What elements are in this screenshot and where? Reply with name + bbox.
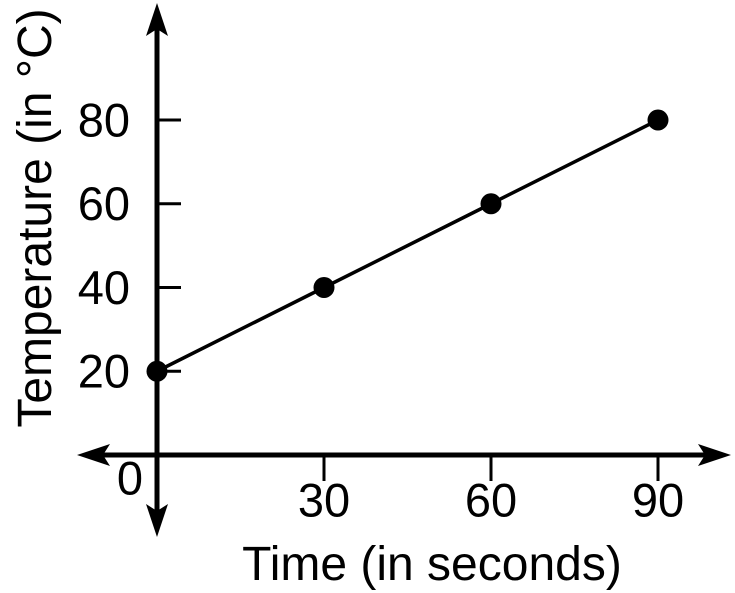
x-tick-label: 90 — [632, 473, 684, 526]
y-tick-label: 80 — [78, 93, 130, 146]
y-tick-label: 40 — [78, 261, 130, 314]
data-point — [480, 193, 502, 215]
x-axis-right-arrow-icon — [698, 444, 731, 466]
origin-label: 0 — [117, 451, 143, 504]
data-line — [156, 118, 659, 373]
x-tick-label: 60 — [465, 473, 517, 526]
tick-labels: 20 40 60 80 0 30 60 90 — [78, 93, 684, 526]
data-point — [313, 277, 335, 298]
x-tick-label: 30 — [298, 473, 350, 526]
y-tick-label: 60 — [78, 177, 130, 230]
axis-ticks — [157, 118, 660, 481]
y-axis-up-arrow-icon — [146, 3, 168, 36]
y-tick-label: 20 — [78, 345, 130, 398]
y-axis-title: Temperature (in °C) — [9, 8, 62, 427]
data-series — [146, 109, 669, 382]
axes — [77, 3, 731, 537]
data-point — [146, 360, 168, 382]
x-axis-title: Time (in seconds) — [242, 538, 622, 591]
y-axis-down-arrow-icon — [146, 504, 168, 537]
data-point — [647, 109, 669, 131]
x-axis-left-arrow-icon — [77, 444, 110, 466]
